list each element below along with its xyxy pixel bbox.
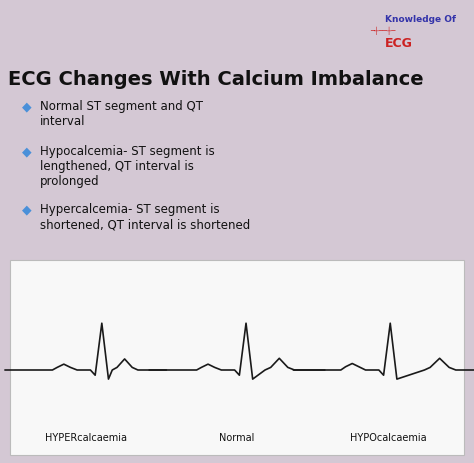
- Text: HYPOcalcaemia: HYPOcalcaemia: [350, 433, 427, 443]
- Text: Normal: Normal: [219, 433, 255, 443]
- Text: Hypocalcemia- ST segment is
lengthened, QT interval is
prolonged: Hypocalcemia- ST segment is lengthened, …: [40, 145, 215, 188]
- Text: Normal ST segment and QT
interval: Normal ST segment and QT interval: [40, 100, 203, 128]
- Text: ◆: ◆: [22, 203, 32, 216]
- Text: ◆: ◆: [22, 100, 32, 113]
- Bar: [10, 260, 464, 455]
- Text: ─┼──┼─: ─┼──┼─: [370, 27, 395, 35]
- Text: Hypercalcemia- ST segment is
shortened, QT interval is shortened: Hypercalcemia- ST segment is shortened, …: [40, 203, 250, 231]
- Text: Knowledge Of: Knowledge Of: [385, 15, 456, 24]
- Text: ECG Changes With Calcium Imbalance: ECG Changes With Calcium Imbalance: [8, 70, 424, 89]
- Text: ECG: ECG: [385, 37, 413, 50]
- Text: HYPERcalcaemia: HYPERcalcaemia: [45, 433, 127, 443]
- Text: ◆: ◆: [22, 145, 32, 158]
